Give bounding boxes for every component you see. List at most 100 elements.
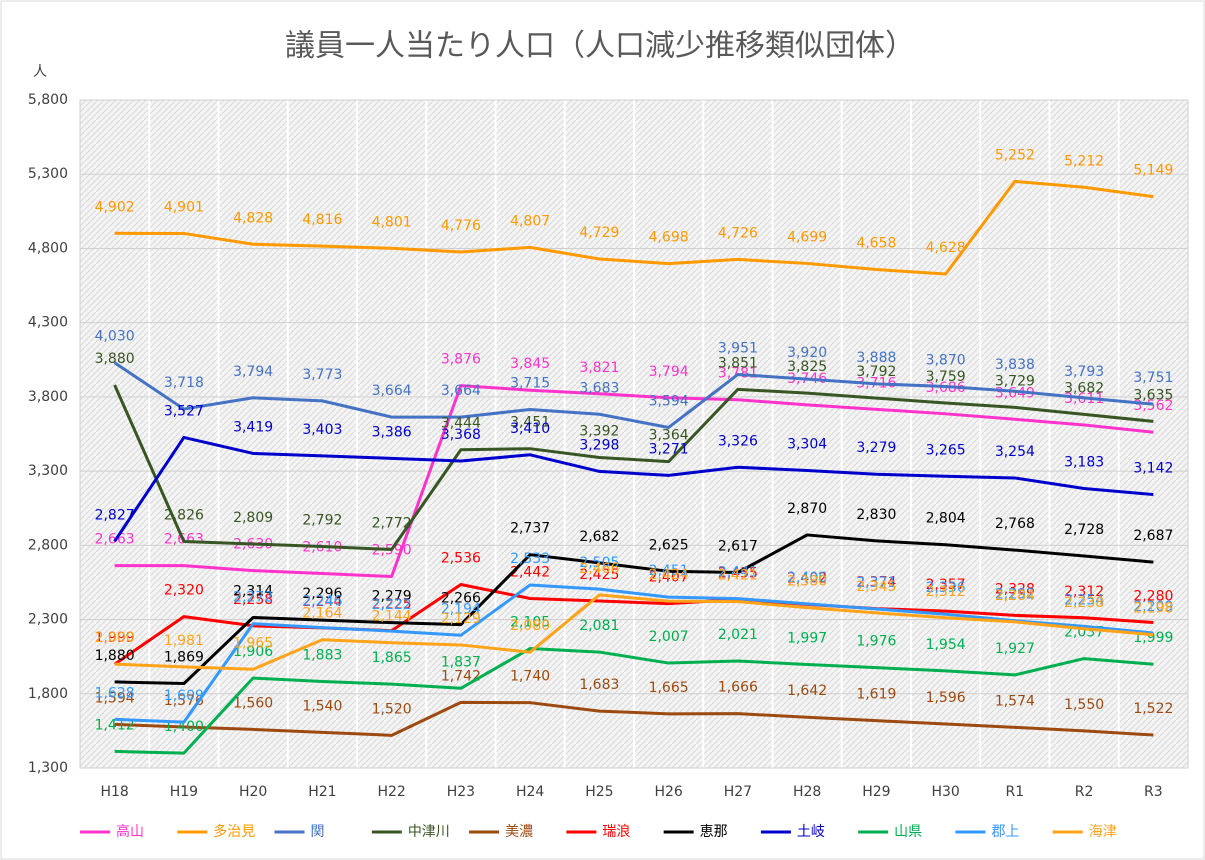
data-label: 1,883	[302, 647, 342, 663]
data-label: 3,527	[164, 403, 204, 419]
data-label: 3,880	[95, 351, 135, 367]
data-label: 1,954	[926, 637, 966, 653]
data-label: 4,726	[718, 225, 758, 241]
x-tick-label: H18	[100, 784, 128, 800]
legend-label: 土岐	[797, 824, 825, 840]
data-label: 3,298	[579, 437, 619, 453]
data-label: 3,326	[718, 433, 758, 449]
data-label: 3,794	[649, 364, 689, 380]
data-label: 2,870	[787, 501, 827, 517]
data-label: 3,304	[787, 437, 827, 453]
data-label: 3,729	[995, 373, 1035, 389]
data-label: 1,976	[856, 634, 896, 650]
y-tick-label: 2,800	[28, 537, 68, 553]
data-label: 2,312	[1064, 584, 1104, 600]
data-label: 2,407	[649, 570, 689, 586]
data-label: 3,845	[510, 356, 550, 372]
data-label: 2,451	[649, 563, 689, 579]
x-tick-label: H23	[447, 784, 475, 800]
data-label: 1,520	[372, 701, 412, 717]
legend-label: 美濃	[505, 824, 533, 840]
y-tick-label: 5,800	[28, 92, 68, 108]
data-label: 2,792	[302, 513, 342, 529]
legend-label: 高山	[116, 823, 144, 840]
data-label: 3,142	[1133, 461, 1173, 477]
y-axis-label: 人	[33, 64, 47, 80]
data-label: 2,826	[164, 507, 204, 523]
data-label: 3,444	[441, 416, 481, 432]
x-tick-label: H20	[239, 784, 267, 800]
legend-label: 恵那	[700, 824, 728, 840]
legend-label: 多治見	[213, 823, 255, 840]
data-label: 3,951	[718, 340, 758, 356]
data-label: 3,888	[856, 350, 896, 366]
series-line	[114, 647, 1154, 755]
x-tick-label: H21	[308, 784, 336, 800]
y-tick-label: 4,300	[28, 315, 68, 331]
data-label: 3,410	[510, 421, 550, 437]
y-tick-label: 2,300	[28, 612, 68, 628]
data-label: 4,901	[164, 199, 204, 215]
data-label: 3,183	[1064, 454, 1104, 470]
data-label: 3,664	[441, 383, 481, 399]
data-label: 2,441	[718, 565, 758, 581]
data-label: 3,794	[233, 364, 273, 380]
y-tick-label: 1,300	[28, 760, 68, 776]
data-label: 1,628	[95, 685, 135, 701]
data-label: 2,768	[995, 516, 1035, 532]
data-label: 2,421	[718, 568, 758, 584]
data-label: 2,772	[372, 515, 412, 531]
data-label: 1,412	[95, 717, 135, 733]
data-label: 2,336	[926, 580, 966, 596]
y-tick-label: 3,300	[28, 463, 68, 479]
data-label: 1,609	[164, 688, 204, 704]
data-label: 2,625	[649, 537, 689, 553]
data-label: 2,258	[233, 592, 273, 608]
data-label: 3,751	[1133, 370, 1173, 386]
data-label: 2,682	[579, 529, 619, 545]
data-label: 2,328	[995, 581, 1035, 597]
legend-label: 関	[311, 824, 325, 840]
data-label: 3,279	[856, 440, 896, 456]
data-label: 2,357	[926, 577, 966, 593]
data-label: 3,265	[926, 442, 966, 458]
data-label: 3,825	[787, 359, 827, 375]
series-line	[113, 384, 1154, 551]
series-line	[114, 583, 1154, 724]
y-tick-label: 5,300	[28, 166, 68, 182]
y-tick-label: 3,800	[28, 389, 68, 405]
data-label: 2,466	[579, 561, 619, 577]
plot-border	[79, 99, 1189, 769]
x-tick-label: H26	[654, 784, 682, 800]
x-tick-label: H22	[377, 784, 405, 800]
data-label: 2,687	[1133, 528, 1173, 544]
data-label: 3,664	[372, 383, 412, 399]
data-label: 2,505	[579, 555, 619, 571]
data-label: 1,869	[164, 650, 204, 666]
legend-label: 海津	[1089, 824, 1117, 840]
x-tick-label: H29	[862, 784, 890, 800]
data-label: 2,000	[95, 630, 135, 646]
legend-label: 山県	[894, 824, 922, 840]
data-label: 2,266	[441, 591, 481, 607]
data-label: 2,374	[856, 575, 896, 591]
x-tick-label: H25	[585, 784, 613, 800]
data-label: 2,129	[441, 611, 481, 627]
series-line	[114, 533, 1154, 686]
series-line	[113, 361, 1154, 429]
data-label: 3,793	[1064, 364, 1104, 380]
data-label: 3,682	[1064, 380, 1104, 396]
data-label: 2,830	[856, 507, 896, 523]
data-label: 2,081	[579, 618, 619, 634]
data-label: 3,392	[579, 423, 619, 439]
data-label: 1,981	[164, 633, 204, 649]
data-label: 2,280	[1133, 589, 1173, 605]
data-label: 2,164	[302, 606, 342, 622]
series-line	[114, 384, 1154, 579]
data-label: 2,222	[372, 597, 412, 613]
data-label: 3,364	[649, 428, 689, 444]
chart-title: 議員一人当たり人口（人口減少推移類似団体）	[285, 29, 915, 64]
data-label: 1,865	[372, 650, 412, 666]
data-label: 2,284	[995, 588, 1035, 604]
